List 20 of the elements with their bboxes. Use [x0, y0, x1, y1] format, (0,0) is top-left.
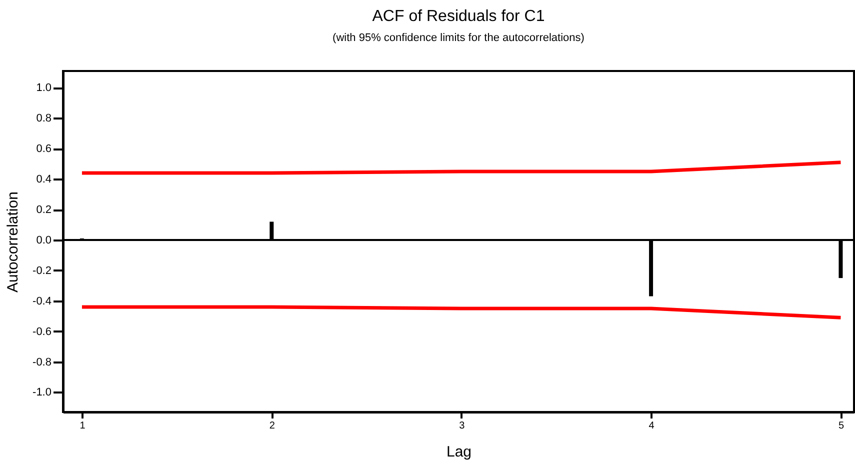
y-tick-label: -0.8 [32, 356, 52, 368]
y-tick-label: -0.2 [32, 264, 52, 277]
y-axis-title: Autocorrelation [4, 192, 22, 292]
x-tick-label: 2 [269, 420, 276, 432]
y-tick-label: 0.4 [36, 174, 52, 186]
y-tick-label: 0.0 [36, 234, 52, 246]
x-tick-label: 3 [459, 420, 466, 432]
y-tick-label: 0.2 [36, 204, 52, 216]
y-tick-label: 0.6 [36, 143, 52, 156]
x-tick-label: 5 [838, 420, 844, 432]
x-tick-label: 1 [80, 420, 86, 432]
y-tick-label: 0.8 [36, 112, 52, 125]
y-tick-label: -1.0 [32, 386, 52, 399]
x-tick-label: 4 [648, 420, 655, 432]
y-tick-label: 1.0 [36, 82, 52, 94]
y-tick-label: -0.6 [32, 326, 52, 338]
chart-subtitle: (with 95% confidence limits for the autocorrelations) [332, 32, 584, 44]
x-axis-title: Lag [446, 444, 472, 460]
chart-title: ACF of Residuals for C1 [372, 8, 545, 25]
y-tick-label: -0.4 [32, 295, 52, 308]
